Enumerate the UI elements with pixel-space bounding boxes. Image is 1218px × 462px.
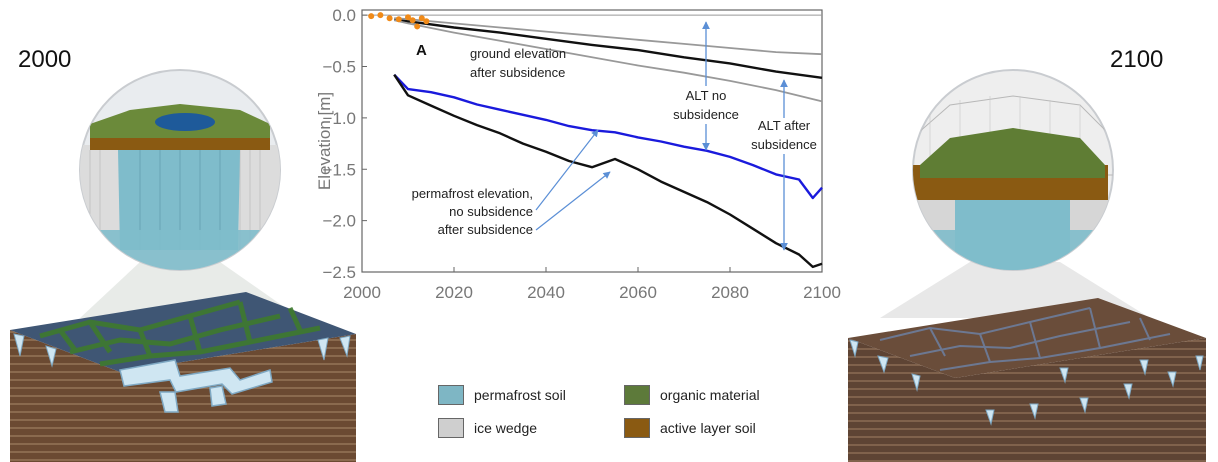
annotation-ground-1: ground elevation: [470, 46, 566, 61]
observation-point: [395, 16, 402, 23]
legend-label: active layer soil: [660, 420, 756, 436]
illustration-2100: [848, 69, 1206, 462]
legend-swatch: [438, 418, 464, 438]
x-tick-label: 2040: [527, 283, 565, 302]
y-tick-label: −0.5: [322, 58, 356, 77]
series-line-permafrost-after-subsidence: [393, 74, 823, 269]
annotation-ground-2: after subsidence: [470, 65, 565, 80]
legend-label: organic material: [660, 387, 760, 403]
plot-frame: [361, 9, 823, 273]
ice-wedge-tips-left: [13, 333, 351, 368]
panel-label: A: [416, 42, 427, 59]
y-tick-label: −1.0: [322, 109, 356, 128]
permafrost-core: [118, 150, 240, 250]
elevation-chart: 2000 2020 2040 2060 2080 2100 0.0 −0.5 −1.0 −1.5 −…: [315, 6, 841, 302]
year-label-2100: 2100: [1110, 46, 1164, 73]
observation-point: [414, 23, 421, 30]
degraded-tundra-surface: [848, 298, 1206, 378]
y-axis-label: Elevation [m]: [315, 92, 334, 190]
soil-block-right-face: [120, 334, 356, 462]
x-tick-label: 2000: [343, 283, 381, 302]
legend-label: ice wedge: [474, 420, 538, 436]
legend-swatch: [624, 385, 650, 405]
observation-point: [386, 15, 393, 22]
observation-point: [409, 17, 416, 24]
annotation-alt-no-2: subsidence: [673, 107, 739, 122]
ice-wedge-network: [119, 359, 273, 413]
x-tick-label: 2100: [803, 283, 841, 302]
illustration-2000: [10, 69, 356, 462]
annotation-alt-after-1: ALT after: [758, 118, 811, 133]
legend-item-ice-wedge: ice wedge: [438, 418, 537, 438]
y-tick-label: 0.0: [332, 6, 356, 25]
soil-block-left-face: [10, 330, 120, 462]
x-tick-label: 2060: [619, 283, 657, 302]
ice-wedge-tips-right: [849, 339, 1204, 426]
y-tick-label: −2.5: [322, 263, 356, 282]
soil-block-left-face: [848, 338, 955, 462]
observation-point: [368, 13, 375, 20]
legend-label: permafrost soil: [474, 387, 566, 403]
x-tick-label: 2080: [711, 283, 749, 302]
observation-point: [377, 12, 384, 19]
series-line-permafrost-no-subsidence: [393, 73, 823, 200]
year-label-2000: 2000: [18, 46, 72, 73]
y-tick-label: −2.0: [322, 212, 356, 231]
legend-item-permafrost-soil: permafrost soil: [438, 385, 566, 405]
series-line-ground-upper: [394, 17, 823, 56]
annotation-permafrost-2: no subsidence: [449, 204, 533, 219]
surface-pond: [155, 113, 215, 131]
y-tick-label: −1.5: [322, 160, 356, 179]
annotation-permafrost-3: after subsidence: [438, 222, 533, 237]
legend-swatch: [624, 418, 650, 438]
annotation-alt-after-2: subsidence: [751, 137, 817, 152]
observation-point: [418, 15, 425, 22]
observation-point: [423, 18, 430, 25]
annotation-permafrost-1: permafrost elevation,: [412, 186, 533, 201]
series-line-ground-mid: [394, 18, 823, 79]
polygon-tundra-surface: [10, 292, 356, 372]
observation-point: [405, 14, 411, 21]
organic-layer-top: [920, 128, 1105, 178]
annotation-alt-no-1: ALT no: [686, 88, 727, 103]
legend-item-organic-material: organic material: [624, 385, 760, 405]
permafrost-no-subsidence-pointer: [535, 129, 599, 211]
permafrost-after-subsidence-pointer: [535, 171, 611, 231]
legend-swatch: [438, 385, 464, 405]
series-line-ground-lower: [394, 19, 823, 103]
active-layer-band: [90, 136, 270, 150]
legend-item-active-layer-soil: active layer soil: [624, 418, 756, 438]
x-tick-label: 2020: [435, 283, 473, 302]
